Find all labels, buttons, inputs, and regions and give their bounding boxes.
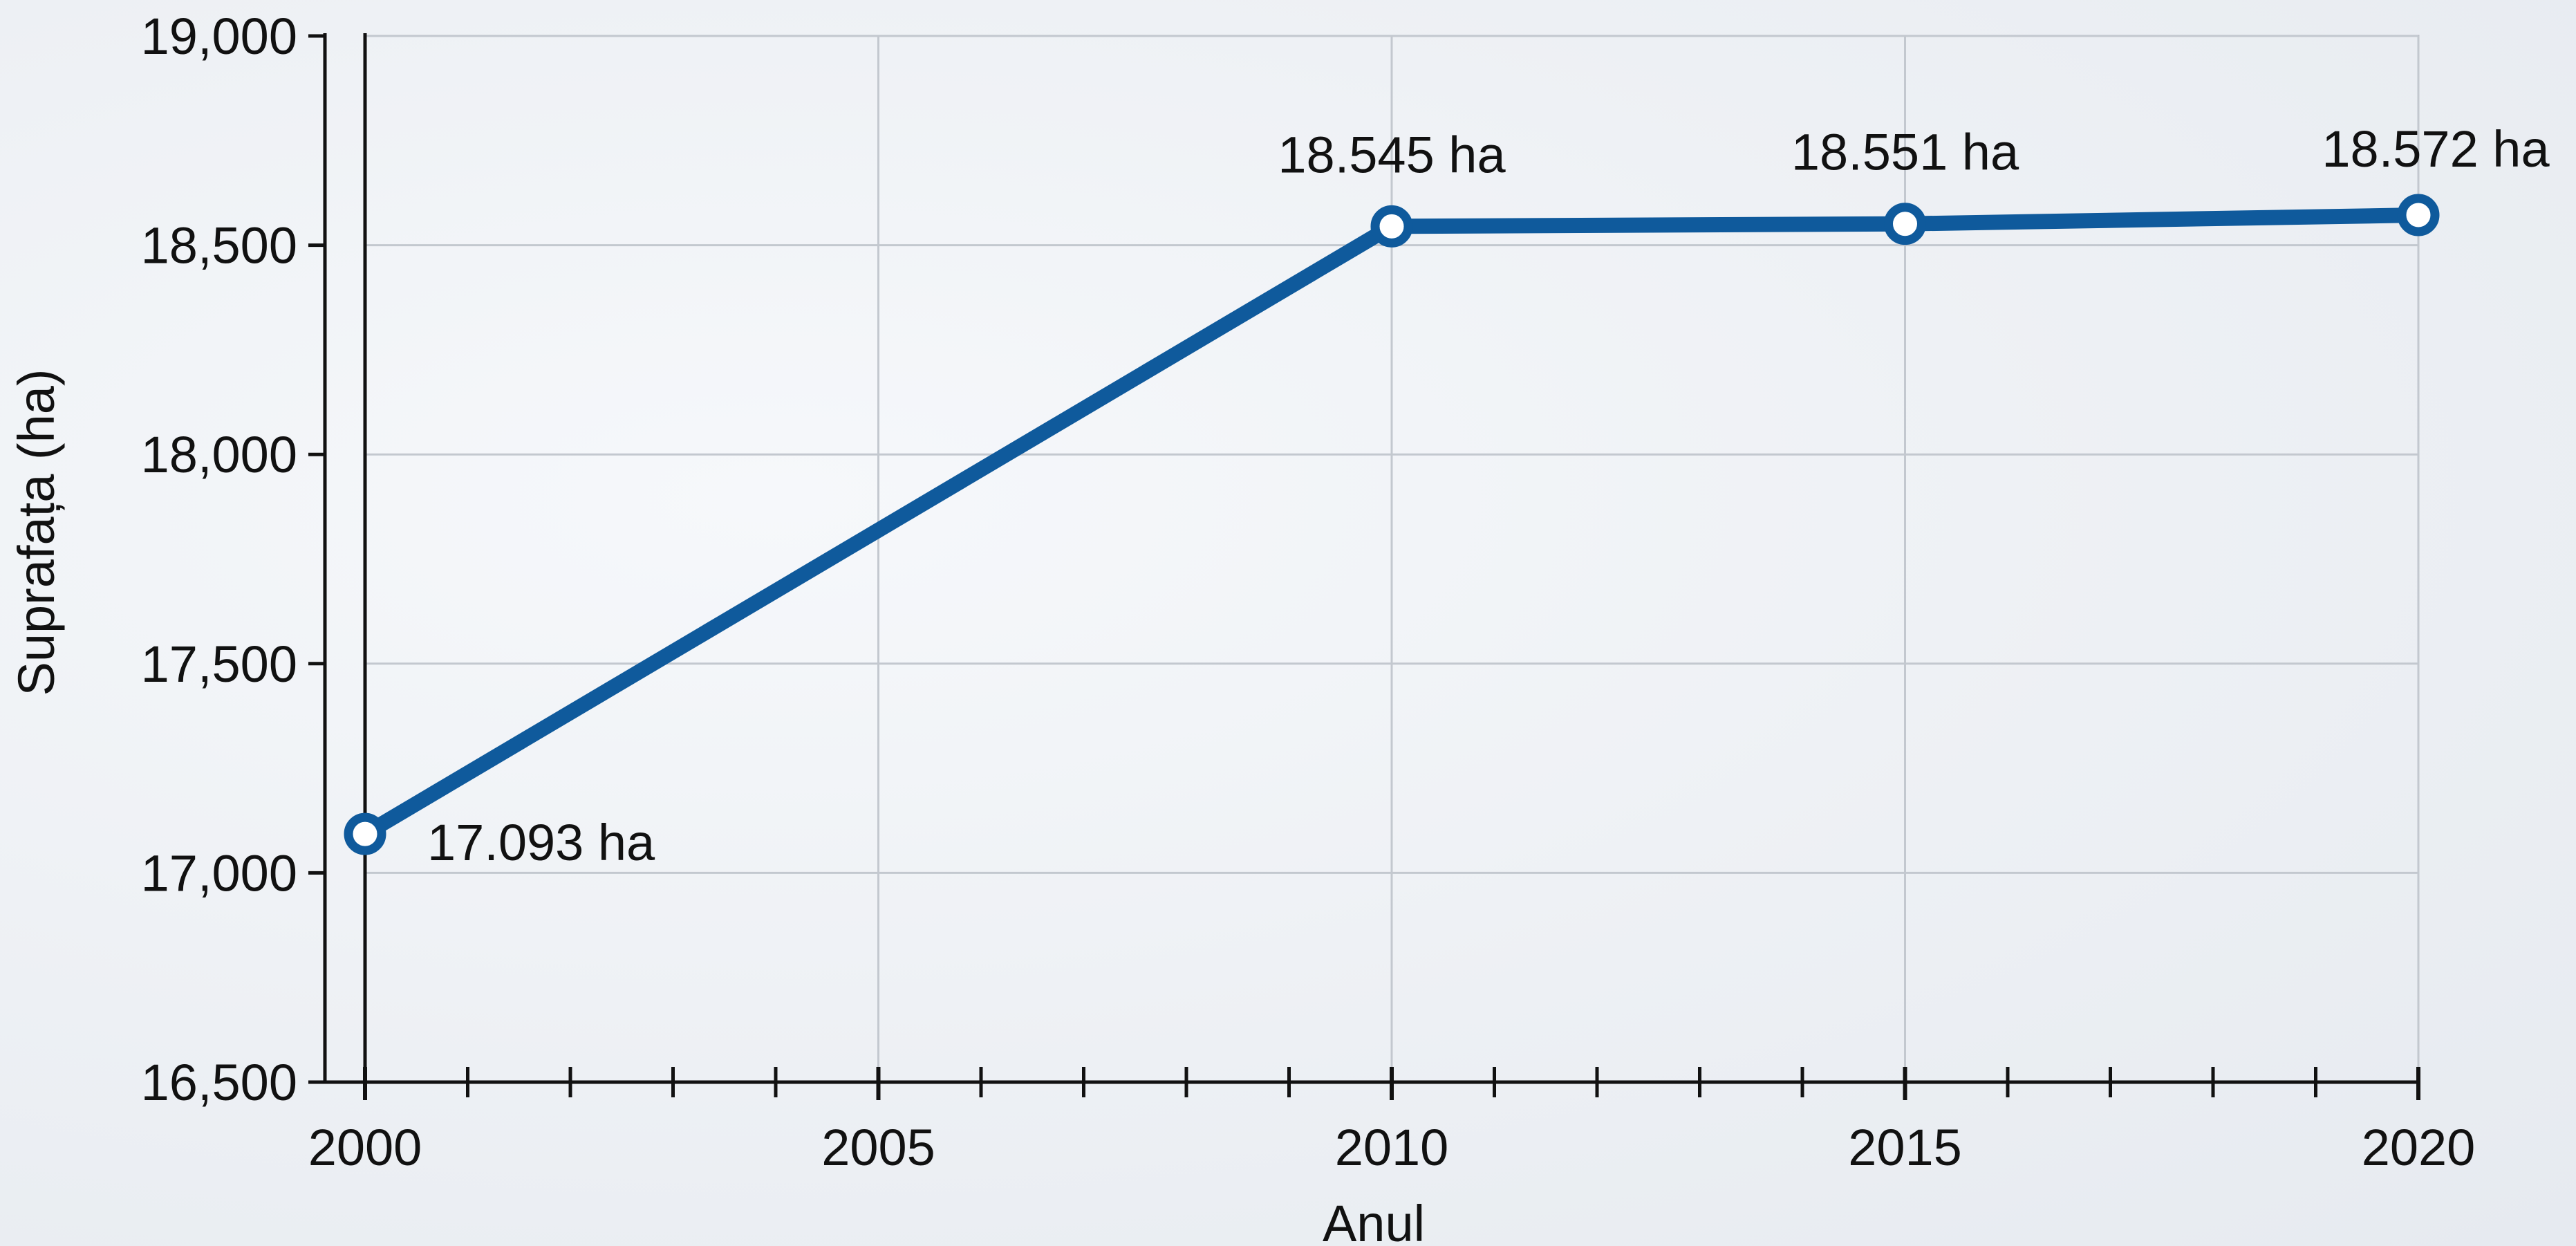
y-tick-label: 16,500 — [141, 1054, 297, 1111]
y-axis-title: Suprafața (ha) — [8, 369, 65, 696]
x-tick-label: 2010 — [1335, 1119, 1449, 1176]
gridlines — [364, 35, 2420, 1084]
x-tick-label: 2005 — [821, 1119, 935, 1176]
y-tick-label: 18,500 — [141, 217, 297, 275]
data-point — [1884, 203, 1926, 245]
data-label: 17.093 ha — [427, 814, 655, 871]
x-tick-label: 2020 — [2362, 1119, 2476, 1176]
data-labels: 17.093 ha 18.545 ha 18.551 ha 18.572 ha — [427, 120, 2550, 871]
data-label: 18.551 ha — [1791, 124, 2019, 181]
data-point — [344, 812, 386, 855]
series-line — [357, 207, 2426, 842]
y-tick-label: 19,000 — [141, 8, 297, 65]
y-tick-label: 17,000 — [141, 844, 297, 902]
axes — [323, 33, 2418, 1084]
y-tick-label: 18,000 — [141, 426, 297, 483]
y-tick-label: 17,500 — [141, 635, 297, 693]
data-label: 18.572 ha — [2322, 120, 2550, 178]
tick-labels: 16,500 17,000 17,500 18,000 18,500 19,000 2000… — [141, 8, 2476, 1176]
x-axis-title: Anul — [1323, 1195, 1425, 1246]
series — [344, 194, 2440, 855]
tick-marks — [308, 34, 2420, 1100]
data-point — [2397, 194, 2440, 236]
x-tick-label: 2015 — [1848, 1119, 1962, 1176]
data-label: 18.545 ha — [1278, 126, 1506, 183]
x-tick-label: 2000 — [308, 1119, 422, 1176]
data-point — [1370, 205, 1413, 248]
